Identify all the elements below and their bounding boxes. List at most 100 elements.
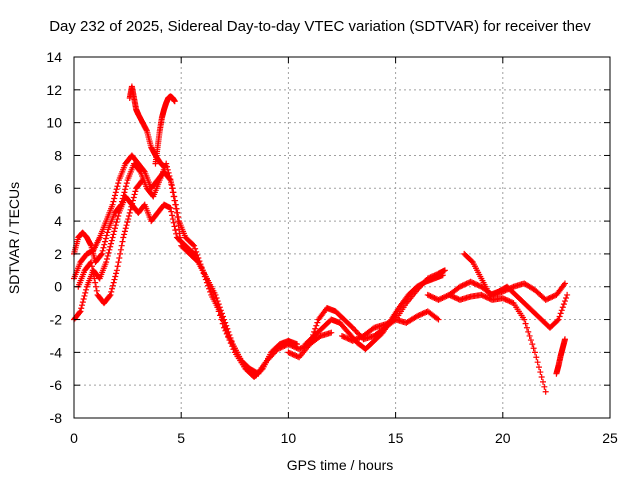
- data-point: [387, 319, 394, 326]
- data-point: [170, 189, 177, 196]
- data-point: [470, 280, 477, 287]
- data-point: [89, 267, 96, 274]
- data-point: [108, 288, 115, 295]
- data-point: [110, 198, 117, 205]
- data-point: [462, 281, 469, 288]
- data-point: [107, 240, 114, 247]
- data-point: [285, 341, 292, 348]
- data-point: [219, 320, 226, 327]
- data-point: [112, 222, 119, 229]
- data-point: [211, 296, 218, 303]
- data-point: [353, 336, 360, 343]
- series-sat-k: [446, 291, 549, 395]
- data-point: [77, 308, 84, 315]
- data-point: [527, 337, 534, 344]
- y-tick-label: -6: [50, 377, 63, 393]
- data-point: [289, 351, 296, 358]
- data-point: [207, 285, 214, 292]
- data-point: [522, 320, 529, 327]
- data-point: [168, 208, 175, 215]
- data-point: [343, 334, 350, 341]
- data-point: [548, 294, 555, 301]
- data-point: [439, 295, 446, 302]
- data-point: [101, 241, 108, 248]
- data-point: [432, 295, 439, 302]
- data-point: [430, 294, 437, 301]
- data-point: [167, 204, 174, 211]
- data-point: [479, 292, 486, 299]
- data-point: [115, 259, 122, 266]
- data-point: [468, 279, 475, 286]
- data-point: [168, 179, 175, 186]
- data-point: [230, 346, 237, 353]
- data-point: [113, 267, 120, 274]
- plot-frame: [73, 56, 611, 419]
- data-point: [92, 283, 99, 290]
- data-point: [456, 283, 463, 290]
- data-point: [251, 371, 258, 378]
- x-tick-label: 25: [602, 430, 618, 446]
- data-point: [110, 231, 117, 238]
- x-tick-label: 10: [281, 430, 297, 446]
- data-point: [189, 249, 196, 256]
- data-point: [80, 296, 87, 303]
- data-point: [91, 275, 98, 282]
- data-point: [459, 282, 466, 289]
- data-point: [112, 225, 119, 232]
- data-point: [170, 219, 177, 226]
- y-tick-label: -8: [50, 410, 63, 426]
- data-point: [123, 222, 130, 229]
- series-sat-i: [339, 308, 442, 344]
- data-point: [274, 346, 281, 353]
- data-point: [530, 345, 537, 352]
- series-sat-c: [71, 193, 335, 379]
- data-point: [451, 294, 458, 301]
- y-tick-label: 12: [46, 82, 62, 98]
- data-point: [117, 250, 124, 257]
- data-point: [314, 319, 321, 326]
- data-point: [122, 186, 129, 193]
- data-point: [132, 188, 139, 195]
- data-point: [227, 340, 234, 347]
- data-point: [222, 327, 229, 334]
- data-point: [139, 177, 146, 184]
- data-point: [424, 291, 431, 298]
- data-point: [471, 280, 478, 287]
- data-point: [550, 293, 557, 300]
- data-point: [125, 212, 132, 219]
- data-point: [529, 341, 536, 348]
- data-point: [109, 282, 116, 289]
- data-point: [416, 312, 423, 319]
- data-point: [106, 292, 113, 299]
- data-point: [352, 336, 359, 343]
- x-tick-label: 15: [388, 430, 404, 446]
- data-point: [83, 286, 90, 293]
- data-point: [189, 241, 196, 248]
- y-tick-label: 6: [54, 180, 62, 196]
- data-point: [288, 350, 295, 357]
- data-point: [442, 293, 449, 300]
- data-point: [473, 281, 479, 288]
- data-point: [278, 344, 285, 351]
- data-point: [426, 292, 433, 299]
- data-point: [209, 288, 216, 295]
- data-point: [502, 296, 509, 303]
- data-point: [112, 192, 119, 199]
- data-point: [203, 276, 210, 283]
- data-point: [168, 182, 175, 189]
- data-point: [129, 197, 136, 204]
- data-point: [104, 229, 111, 236]
- data-point: [446, 291, 453, 298]
- data-point: [535, 364, 542, 371]
- data-point: [174, 209, 181, 216]
- data-point: [501, 295, 508, 302]
- data-point: [298, 344, 305, 351]
- y-tick-label: -4: [50, 344, 63, 360]
- data-point: [119, 238, 126, 245]
- data-point: [221, 324, 228, 331]
- data-point: [464, 280, 471, 287]
- data-point: [280, 343, 287, 350]
- data-point: [458, 283, 465, 290]
- data-point: [556, 313, 563, 320]
- data-point: [554, 317, 561, 324]
